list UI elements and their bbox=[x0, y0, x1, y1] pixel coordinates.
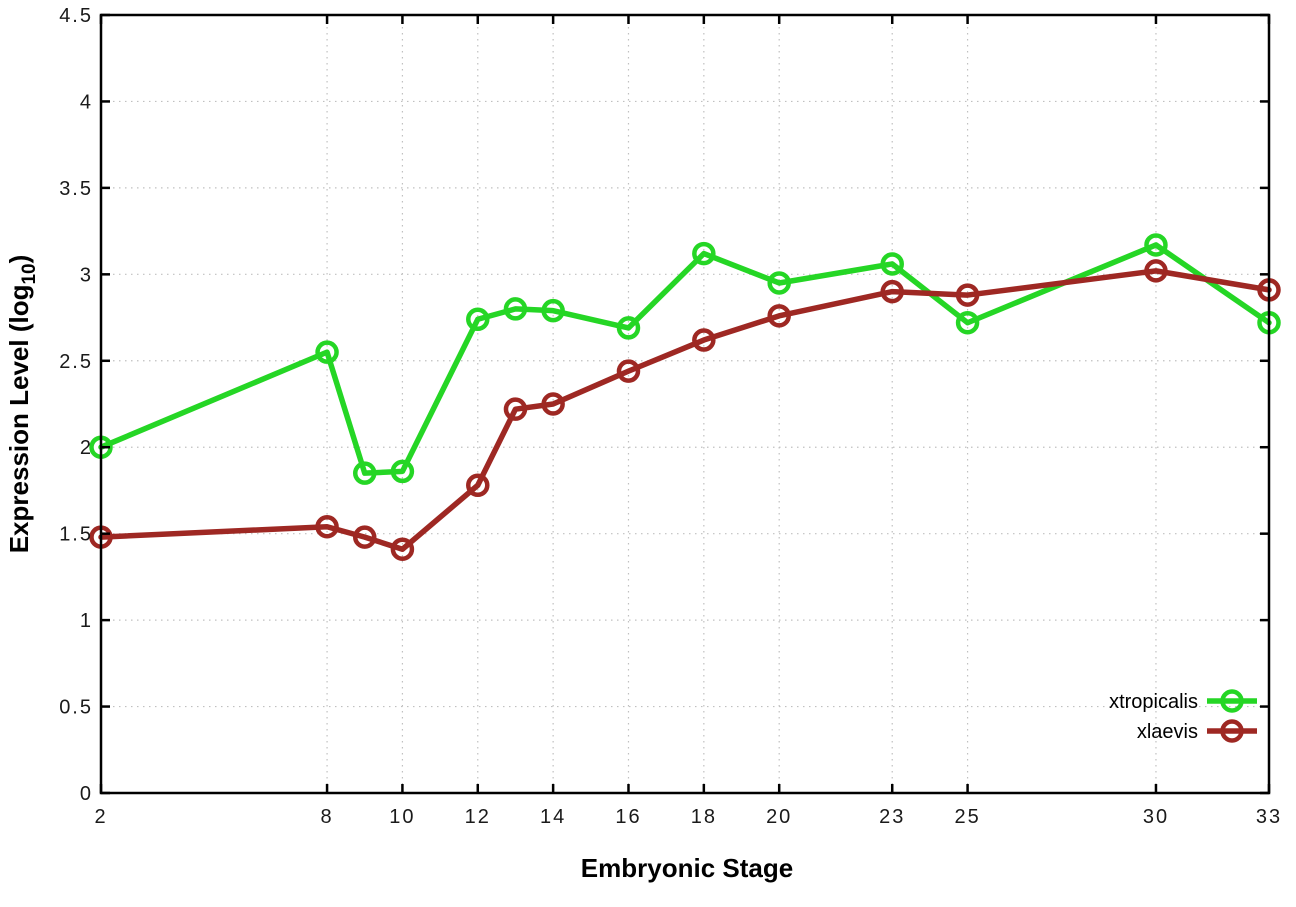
y-tick-label: 0.5 bbox=[59, 697, 93, 719]
data-point-xlaevis-stage-13 bbox=[503, 397, 528, 421]
legend-item-xtropicalis: xtropicalis bbox=[1109, 689, 1257, 713]
y-tick-label: 2 bbox=[80, 437, 93, 459]
data-point-xlaevis-stage-30 bbox=[1144, 259, 1168, 283]
x-tick-label: 25 bbox=[954, 806, 980, 828]
data-point-xlaevis-stage-10 bbox=[390, 537, 415, 561]
x-tick-label: 23 bbox=[879, 806, 905, 828]
y-tick-label: 0 bbox=[80, 783, 93, 805]
x-tick-label: 14 bbox=[540, 806, 566, 828]
data-point-xtropicalis-stage-30 bbox=[1144, 233, 1168, 257]
data-point-xlaevis-stage-9 bbox=[352, 525, 377, 549]
x-tick-label: 8 bbox=[321, 806, 334, 828]
data-point-xlaevis-stage-20 bbox=[767, 304, 791, 328]
data-point-xlaevis-stage-16 bbox=[616, 359, 641, 383]
series-xtropicalis bbox=[89, 233, 1281, 485]
plot-frame bbox=[99, 13, 1271, 795]
x-tick-label: 12 bbox=[465, 806, 491, 828]
y-tick-label: 4.5 bbox=[59, 5, 93, 27]
x-tick-label: 30 bbox=[1143, 806, 1169, 828]
legend-label: xlaevis bbox=[1137, 721, 1198, 743]
data-point-xlaevis-stage-8 bbox=[315, 515, 339, 539]
y-tick-label: 2.5 bbox=[59, 351, 93, 373]
data-point-xtropicalis-stage-25 bbox=[955, 310, 980, 335]
y-tick-label: 3.5 bbox=[59, 178, 93, 200]
data-point-xlaevis-stage-25 bbox=[955, 283, 980, 307]
y-axis-title: Expression Level (log10) bbox=[4, 255, 40, 554]
series-line-xlaevis bbox=[98, 268, 1272, 552]
data-point-xtropicalis-stage-9 bbox=[352, 461, 377, 485]
data-point-xtropicalis-stage-20 bbox=[767, 271, 791, 295]
series-xlaevis bbox=[89, 259, 1281, 561]
legend-item-xlaevis: xlaevis bbox=[1137, 719, 1257, 743]
legend-label: xtropicalis bbox=[1109, 691, 1198, 713]
data-point-xtropicalis-stage-16 bbox=[616, 316, 641, 340]
legend: xtropicalis xlaevis bbox=[1109, 689, 1257, 743]
grid-lines bbox=[101, 15, 1269, 793]
data-point-xtropicalis-stage-18 bbox=[692, 241, 716, 266]
x-axis-title: Embryonic Stage bbox=[581, 853, 793, 883]
x-tick-label: 33 bbox=[1256, 806, 1282, 828]
data-point-xlaevis-stage-23 bbox=[880, 279, 904, 304]
x-tick-label: 2 bbox=[94, 806, 107, 828]
data-point-xlaevis-stage-12 bbox=[466, 473, 490, 498]
data-point-xtropicalis-stage-13 bbox=[503, 297, 528, 321]
data-point-xlaevis-stage-14 bbox=[541, 392, 565, 416]
tick-labels: 2 8 10 12 14 16 18 20 23 25 30 33 0 0.5 1 1.5 2 2.5 3 3.5 4 4… bbox=[59, 5, 1282, 828]
data-point-xtropicalis-stage-14 bbox=[541, 298, 565, 323]
x-tick-label: 10 bbox=[389, 806, 415, 828]
y-tick-label: 1 bbox=[80, 610, 93, 632]
data-point-xlaevis-stage-18 bbox=[692, 328, 716, 352]
x-tick-label: 20 bbox=[766, 806, 792, 828]
plot-border bbox=[99, 13, 1271, 795]
y-tick-label: 4 bbox=[80, 91, 93, 113]
data-point-xtropicalis-stage-12 bbox=[466, 307, 490, 332]
x-tick-label: 16 bbox=[615, 806, 641, 828]
series-line-xtropicalis bbox=[98, 242, 1272, 476]
y-tick-label: 3 bbox=[80, 264, 93, 286]
series-group bbox=[89, 233, 1281, 561]
data-point-xtropicalis-stage-23 bbox=[880, 252, 904, 276]
x-tick-label: 18 bbox=[691, 806, 717, 828]
legend-sample-marker bbox=[1220, 719, 1244, 743]
legend-sample-marker bbox=[1220, 689, 1244, 713]
data-point-xtropicalis-stage-8 bbox=[315, 340, 339, 364]
data-point-xtropicalis-stage-10 bbox=[390, 459, 415, 484]
y-tick-label: 1.5 bbox=[59, 524, 93, 546]
